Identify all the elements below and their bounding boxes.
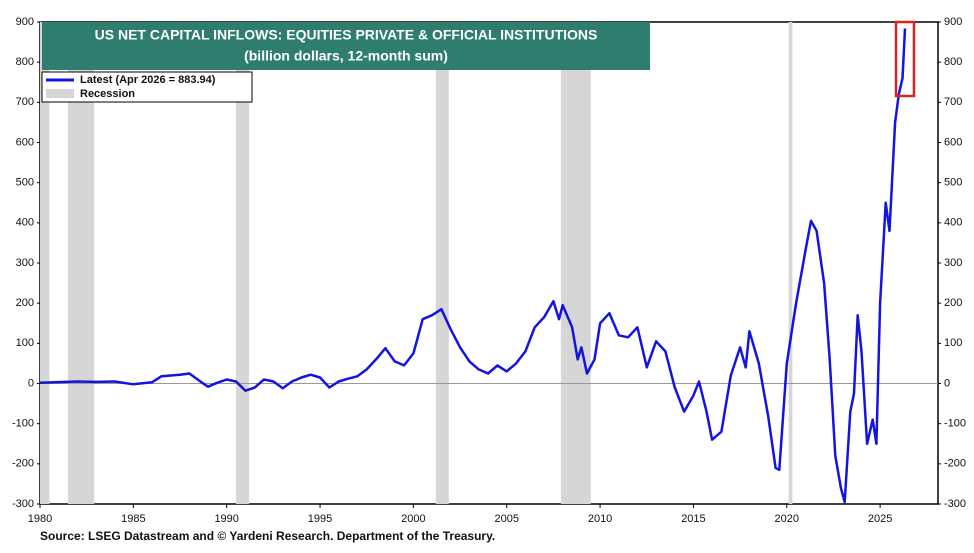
highlight-box <box>894 20 916 98</box>
x-tick-label: 2000 <box>401 513 425 525</box>
y-tick-label: 800 <box>16 56 34 68</box>
y-tick-label: -100 <box>12 418 34 430</box>
y-tick-label: 200 <box>944 297 962 309</box>
chart-title: US NET CAPITAL INFLOWS: EQUITIES PRIVATE… <box>95 27 598 43</box>
y-tick-label: -200 <box>944 458 966 470</box>
y-tick-label: 700 <box>944 96 962 108</box>
y-tick-label: 100 <box>944 337 962 349</box>
x-tick-label: 1985 <box>121 513 145 525</box>
recession-band <box>788 22 793 504</box>
y-tick-label: 500 <box>16 177 34 189</box>
y-tick-label: 900 <box>944 16 962 28</box>
source-note: Source: LSEG Datastream and © Yardeni Re… <box>40 529 495 543</box>
legend <box>41 71 253 103</box>
y-tick-label: 900 <box>16 16 34 28</box>
data-line <box>39 28 907 504</box>
y-tick-label: -300 <box>12 498 34 510</box>
x-tick-label: 2025 <box>868 513 892 525</box>
y-tick-label: 200 <box>16 297 34 309</box>
y-tick-label: 700 <box>16 96 34 108</box>
y-tick-label: 400 <box>944 217 962 229</box>
y-tick-label: 600 <box>944 136 962 148</box>
y-tick-label: 300 <box>944 257 962 269</box>
title-box <box>42 22 650 70</box>
legend-label: Recession <box>80 88 135 100</box>
y-tick-label: 100 <box>16 337 34 349</box>
y-tick-label: 400 <box>16 217 34 229</box>
x-tick-label: 2015 <box>681 513 705 525</box>
recession-band <box>40 22 50 504</box>
x-tick-label: 2005 <box>494 513 518 525</box>
y-tick-label: 800 <box>944 56 962 68</box>
chart-subtitle: (billion dollars, 12-month sum) <box>244 48 448 64</box>
y-tick-label: -200 <box>12 458 34 470</box>
x-tick-label: 2010 <box>588 513 612 525</box>
plot-layer <box>39 22 938 504</box>
recession-band <box>435 22 449 504</box>
x-tick-label: 1990 <box>214 513 238 525</box>
y-tick-label: 0 <box>944 377 950 389</box>
x-tick-label: 2020 <box>775 513 799 525</box>
x-tick-label: 1995 <box>308 513 332 525</box>
legend-swatch <box>46 89 74 98</box>
legend-label: Latest (Apr 2026 = 883.94) <box>80 74 216 86</box>
y-tick-label: 500 <box>944 177 962 189</box>
recession-band <box>560 22 591 504</box>
x-tick-label: 1980 <box>28 513 52 525</box>
y-tick-label: 0 <box>28 377 34 389</box>
y-tick-label: 600 <box>16 136 34 148</box>
y-tick-label: -100 <box>944 418 966 430</box>
y-tick-label: 300 <box>16 257 34 269</box>
y-tick-label: -300 <box>944 498 966 510</box>
